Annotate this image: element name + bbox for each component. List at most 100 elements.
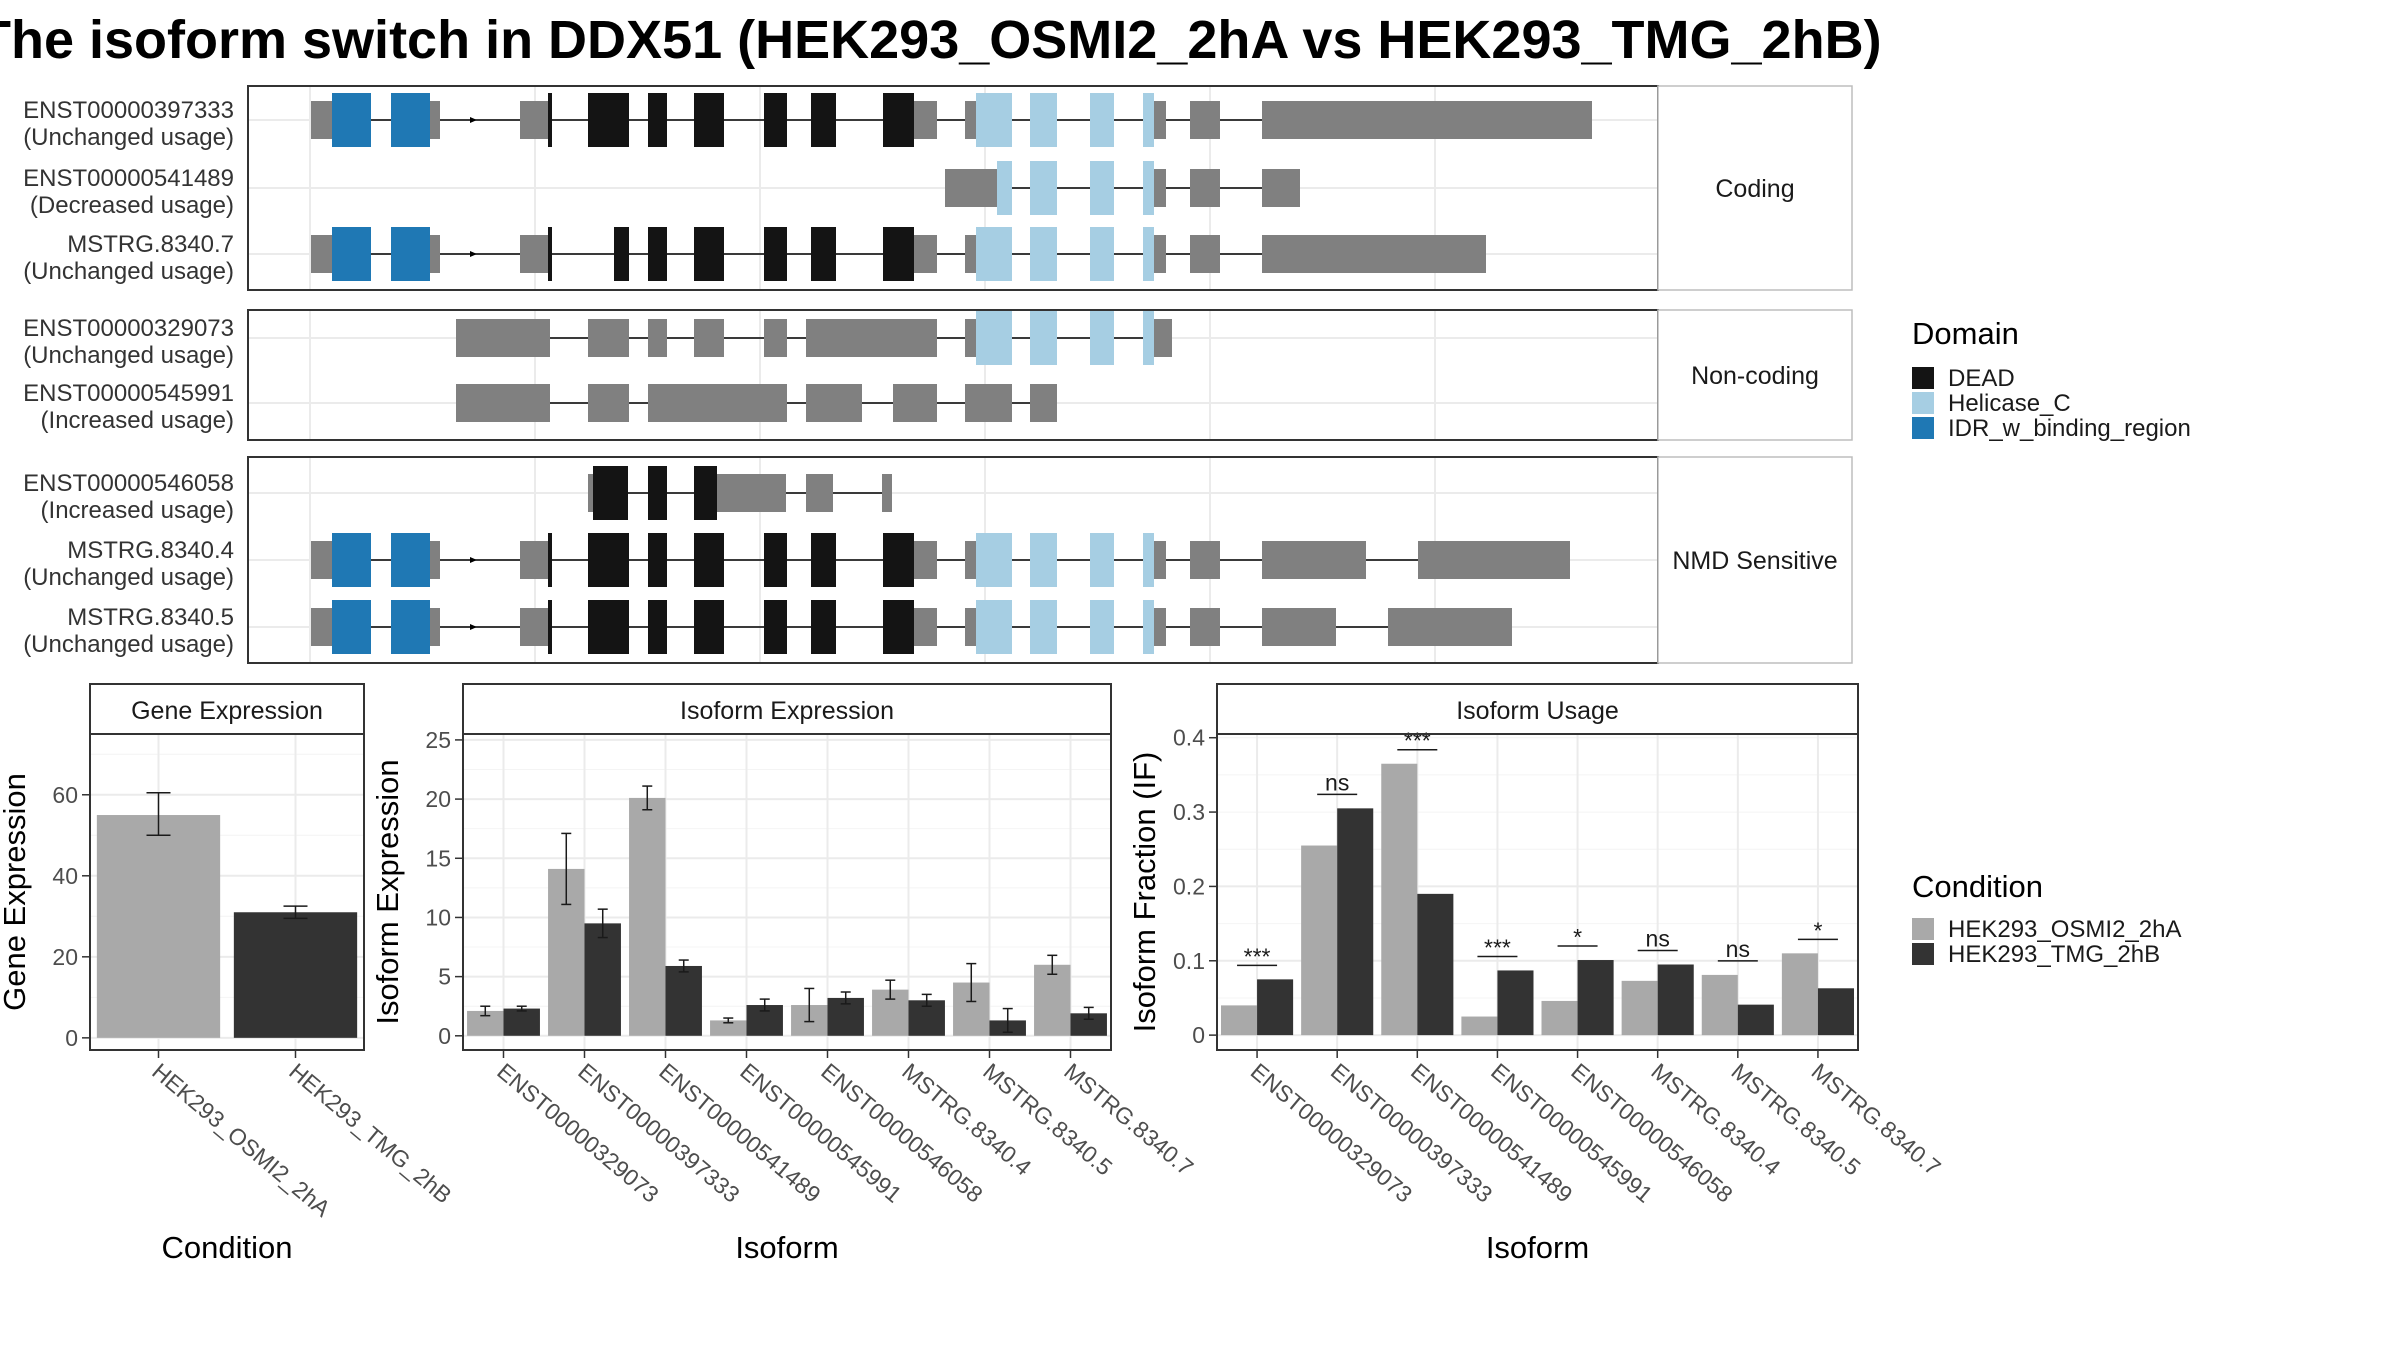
y-axis-title: Isoform Fraction (IF) [1127, 752, 1162, 1033]
exon [456, 384, 550, 422]
exon [965, 235, 976, 273]
bar [710, 1020, 747, 1036]
exon [520, 101, 548, 139]
exon [1388, 608, 1512, 646]
exon [430, 541, 440, 579]
bar [1301, 845, 1338, 1036]
exon [548, 533, 552, 587]
bar [1070, 1013, 1107, 1036]
chart-title: Isoform Usage [1456, 697, 1619, 725]
bar [665, 965, 702, 1036]
error-bar [597, 908, 608, 939]
bar [1657, 964, 1694, 1036]
domain-legend-swatch [1912, 392, 1934, 414]
exon [1143, 600, 1154, 654]
exon [311, 541, 323, 579]
exon [965, 101, 976, 139]
error-bar [921, 993, 932, 1007]
exon [1030, 311, 1057, 365]
error-bar [561, 832, 572, 906]
exon [811, 227, 836, 281]
exon [1030, 600, 1057, 654]
exon [1154, 235, 1166, 273]
exon [997, 161, 1012, 215]
significance-label: *** [1244, 943, 1271, 969]
exon [1190, 541, 1220, 579]
bar [233, 912, 358, 1038]
significance-label: *** [1484, 934, 1511, 960]
exon [1272, 608, 1336, 646]
error-bar [1047, 954, 1058, 976]
transcript-id-label: ENST00000546058 [23, 470, 234, 497]
exon [764, 533, 787, 587]
exon [1154, 169, 1166, 207]
transcript-usage-label: (Increased usage) [41, 497, 234, 524]
significance-label: ns [1646, 925, 1670, 951]
error-bar [480, 1005, 491, 1017]
exon [391, 533, 430, 587]
exon [914, 101, 937, 139]
bar [1337, 808, 1374, 1036]
exon [323, 101, 332, 139]
error-bar [840, 991, 851, 1005]
y-axis-title: Isoform Expression [370, 759, 405, 1024]
expression-charts: Gene Expression0204060HEK293_OSMI2_2hAHE… [0, 683, 1946, 1265]
transcript-usage-label: (Unchanged usage) [23, 258, 234, 285]
exon [391, 227, 430, 281]
exon [990, 169, 997, 207]
bar [1417, 893, 1454, 1036]
exon [811, 533, 836, 587]
condition-legend-swatch [1912, 918, 1934, 940]
exon [1190, 101, 1220, 139]
direction-arrow [470, 117, 477, 123]
bar [1621, 980, 1658, 1036]
exon [965, 384, 1012, 422]
exon [694, 466, 717, 520]
y-tick-label: 0.1 [1173, 948, 1205, 974]
significance-label: ns [1726, 936, 1750, 962]
exon [764, 319, 787, 357]
exon [1262, 541, 1272, 579]
exon [548, 93, 552, 147]
exon [811, 600, 836, 654]
error-bar [759, 998, 770, 1012]
significance-label: * [1813, 917, 1822, 943]
exon [893, 319, 937, 357]
condition-legend-swatch [1912, 943, 1934, 965]
structure-panel-nmd-sensitive: NMD Sensitive [247, 456, 1853, 664]
chart-strip [89, 683, 365, 735]
exon [548, 227, 552, 281]
exon [1030, 227, 1057, 281]
exon [764, 600, 787, 654]
transcript-id-label: MSTRG.8340.7 [67, 231, 234, 258]
error-bar [283, 905, 308, 920]
structure-panel-non-coding: Non-coding [247, 309, 1853, 441]
error-bar [516, 1005, 527, 1012]
bar [1461, 1016, 1498, 1036]
exon [588, 384, 629, 422]
transcript-usage-label: (Unchanged usage) [23, 342, 234, 369]
exon [648, 533, 667, 587]
error-bar [1002, 1007, 1013, 1033]
exon [311, 235, 323, 273]
exon [323, 235, 332, 273]
exon [914, 608, 937, 646]
exon [311, 608, 323, 646]
transcript-usage-label: (Unchanged usage) [23, 564, 234, 591]
y-tick-label: 20 [425, 786, 451, 812]
exon [1154, 541, 1166, 579]
strip-box [1657, 456, 1853, 664]
domain-legend-label: Helicase_C [1948, 390, 2071, 417]
exon [1143, 311, 1154, 365]
exon [694, 319, 724, 357]
error-bar [966, 962, 977, 1003]
exon [323, 541, 332, 579]
transcript-MSTRG.8340.4 [311, 533, 1570, 587]
chart-isoform-expression: Isoform Expression0510152025ENST00000329… [370, 683, 1198, 1265]
domain-legend-title: Domain [1912, 316, 2019, 351]
exon [588, 600, 629, 654]
exon [976, 311, 1012, 365]
bar [1497, 970, 1534, 1036]
transcript-id-label: ENST00000329073 [23, 315, 234, 342]
